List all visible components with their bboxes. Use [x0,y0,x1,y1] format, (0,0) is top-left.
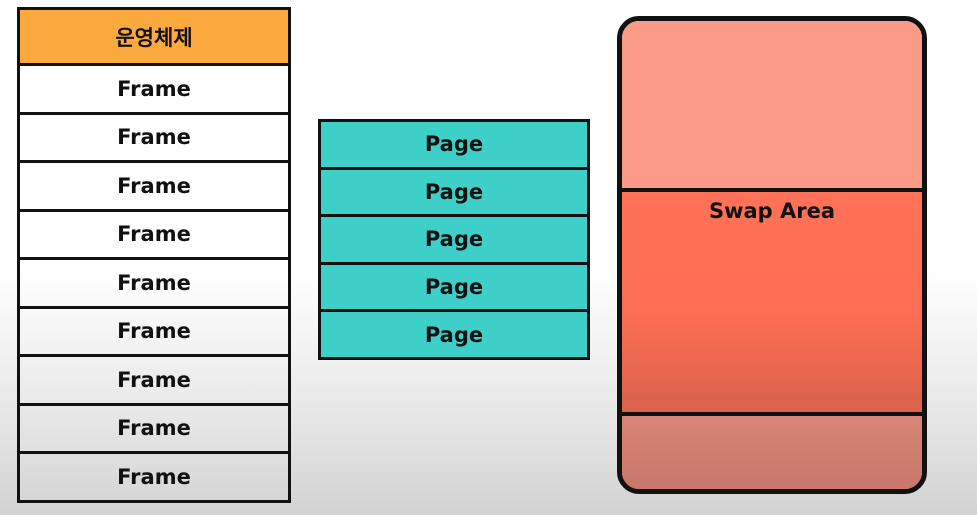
frame-block: Frame [17,114,291,163]
frame-block: Frame [17,163,291,212]
swap-area: Swap Area [622,192,922,416]
swap-area-label: Swap Area [708,199,836,223]
frame-block: Frame [17,405,291,454]
page-block: Page [318,217,590,265]
os-block: 운영체제 [17,7,291,66]
frame-block: Frame [17,357,291,406]
disk: Swap Area [617,16,927,494]
frame-block: Frame [17,260,291,309]
frame-block: Frame [17,66,291,115]
page-block: Page [318,169,590,218]
page-block: Page [318,264,590,313]
page-block: Page [318,119,590,170]
frame-block: Frame [17,211,291,260]
process-pages: Page Page Page Page Page [318,119,590,360]
physical-memory: 운영체제 Frame Frame Frame Frame Frame Frame… [17,7,291,503]
disk-upper-region [622,21,922,192]
frame-block: Frame [17,454,291,503]
memory-background [20,10,288,500]
page-block: Page [318,312,590,360]
frame-block: Frame [17,308,291,357]
disk-lower-region [622,416,922,489]
